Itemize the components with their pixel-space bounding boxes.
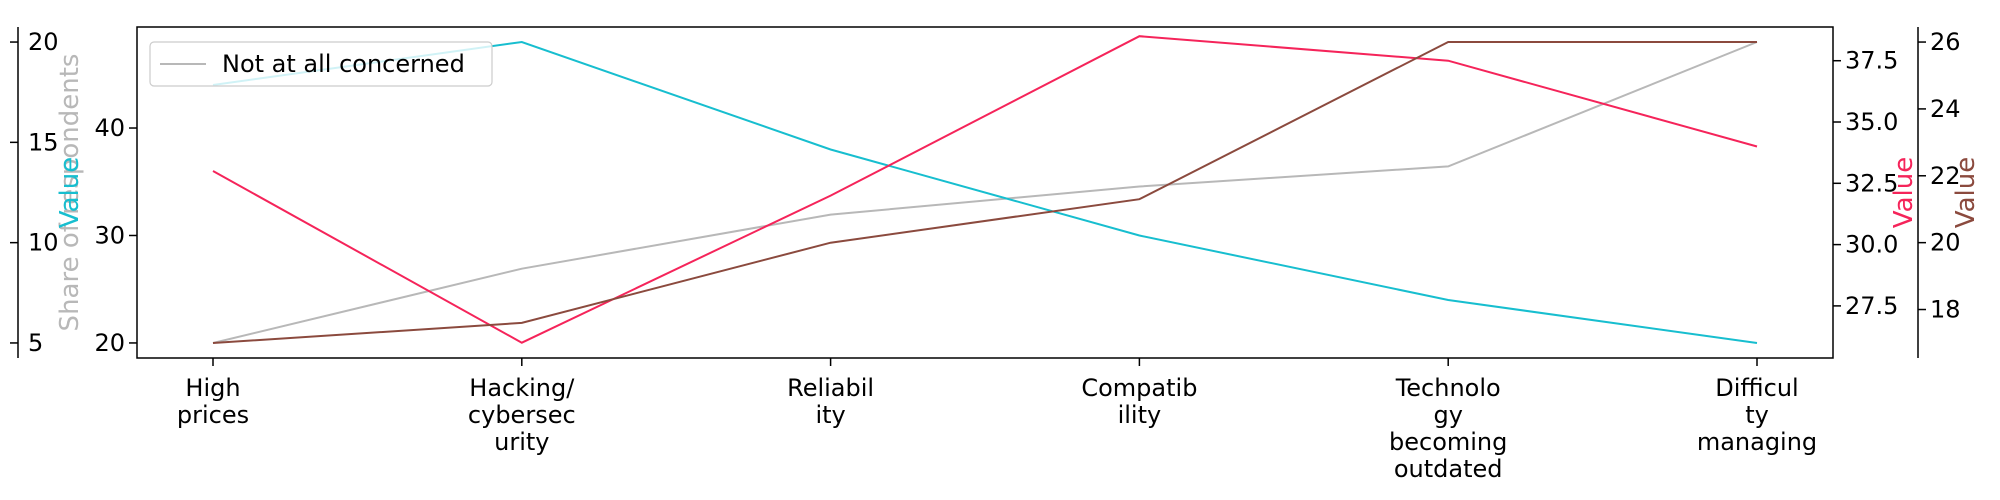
plot-frame xyxy=(136,26,1834,359)
right-outer-tick-label: 18 xyxy=(1930,296,1961,324)
x-tick-label-line: ity xyxy=(815,401,845,429)
x-tick-label-line: Technolo xyxy=(1395,374,1501,402)
x-tick-label-line: Compatib xyxy=(1081,374,1197,402)
series-line-1 xyxy=(212,40,1758,344)
x-tick-label-line: ility xyxy=(1118,401,1162,429)
left-outer-tick-label: 5 xyxy=(28,329,43,357)
x-tick-label-line: Reliabil xyxy=(787,374,874,402)
x-tick-label-line: Difficul xyxy=(1715,374,1798,402)
x-tick-label-line: managing xyxy=(1697,428,1817,456)
series-line-0 xyxy=(212,41,1758,344)
right-outer-tick-label: 26 xyxy=(1930,28,1961,56)
x-tick-label-line: Hacking/ xyxy=(469,374,575,402)
legend-entry: Not at all concerned xyxy=(222,50,465,78)
left-inner-tick-label: 20 xyxy=(94,329,125,357)
x-tick-label-line: ty xyxy=(1745,401,1769,429)
x-tick-label: Difficul ty managing xyxy=(1697,374,1817,456)
x-tick-label: Reliabil ity xyxy=(787,374,874,429)
x-tick-label-line: urity xyxy=(494,428,549,456)
right-outer-tick-label: 20 xyxy=(1930,229,1961,257)
left-outer-tick-label: 20 xyxy=(28,28,59,56)
x-tick-label-line: prices xyxy=(177,401,249,429)
left-outer-tick-label: 15 xyxy=(28,128,59,156)
series-line-2 xyxy=(212,35,1758,344)
x-tick-label-line: High xyxy=(185,374,240,402)
right-inner-axis-title: Value xyxy=(1889,157,1919,228)
right-inner-tick-label: 30.0 xyxy=(1845,231,1898,259)
right-outer-tick-label: 24 xyxy=(1930,95,1961,123)
right-outer-tick-label: 22 xyxy=(1930,162,1961,190)
left-outer-tick-label: 10 xyxy=(28,229,59,257)
series-line-3 xyxy=(212,41,1757,344)
x-tick-label-line: outdated xyxy=(1394,455,1503,483)
left-inner-axis-title: Value xyxy=(55,157,85,228)
x-tick-label-line: becoming xyxy=(1389,428,1507,456)
right-inner-tick-label: 32.5 xyxy=(1845,169,1898,197)
x-tick-label: Compatib ility xyxy=(1081,374,1197,429)
x-tick-label-line: cybersec xyxy=(468,401,576,429)
right-inner-tick-label: 37.5 xyxy=(1845,47,1898,75)
right-inner-tick-label: 27.5 xyxy=(1845,292,1898,320)
x-tick-label: High prices xyxy=(177,374,249,429)
legend-box xyxy=(149,41,493,87)
x-tick-label-line: gy xyxy=(1433,401,1462,429)
left-outer-axis-title: Share of respondents xyxy=(55,54,85,332)
x-tick-label: Technolo gy becoming outdated xyxy=(1389,374,1507,483)
x-tick-label: Hacking/cybersec urity xyxy=(468,374,576,456)
left-inner-tick-label: 40 xyxy=(94,114,125,142)
right-outer-axis-title: Value xyxy=(1951,157,1981,228)
left-inner-tick-label: 30 xyxy=(94,221,125,249)
right-inner-tick-label: 35.0 xyxy=(1845,108,1898,136)
